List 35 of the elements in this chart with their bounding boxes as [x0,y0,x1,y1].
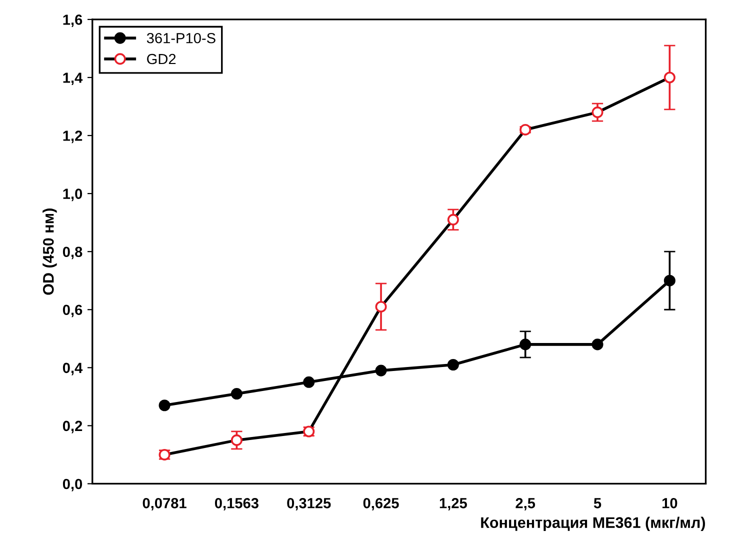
x-tick-label: 0,3125 [287,498,331,510]
point [592,106,604,118]
point [664,72,676,84]
point [520,338,532,350]
x-tick-label: 5 [594,498,602,508]
legend-label: 361-P10-S [146,32,216,44]
point [375,300,387,312]
y-tick-label: 0,4 [62,362,83,376]
legend-label: GD2 [147,54,176,64]
y-tick-label: 1,6 [63,14,82,27]
x-tick-label: 0,1563 [214,498,258,510]
point [375,364,387,376]
y-tick-label: 1,4 [63,72,83,86]
x-tick-label: 2,5 [516,498,536,510]
point [664,274,676,286]
x-tick-label: 0,0781 [142,498,186,510]
y-tick-label: 0,8 [62,246,82,260]
point [592,338,604,350]
x-tick-label: 10 [662,498,678,508]
point [303,376,315,388]
point [230,434,242,446]
point [520,124,532,136]
y-tick-label: 0,2 [62,420,82,434]
y-tick-label: 1,0 [63,188,82,202]
x-tick-label: 1,25 [440,498,467,510]
x-axis-title: Концентрация ME361 (мкг/мл) [481,516,705,531]
point [230,388,242,400]
point [447,358,459,371]
y-tick-label: 0,0 [62,478,82,492]
x-tick-label: 0,625 [363,498,399,510]
point [447,214,459,226]
y-axis-title: OD (450 нм) [42,208,57,295]
y-tick-label: 0,6 [62,304,82,318]
point [158,400,170,412]
y-tick-label: 1,2 [63,130,82,144]
